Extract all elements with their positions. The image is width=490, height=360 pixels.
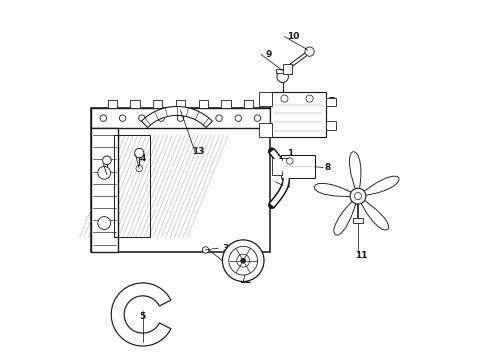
Circle shape <box>287 158 293 164</box>
Circle shape <box>100 115 107 121</box>
Circle shape <box>305 47 314 56</box>
Bar <box>91 128 118 252</box>
Circle shape <box>237 254 250 267</box>
Bar <box>353 218 364 223</box>
Circle shape <box>177 115 184 121</box>
Text: 2: 2 <box>107 163 114 172</box>
Circle shape <box>196 115 203 121</box>
Bar <box>259 92 272 107</box>
Text: 1: 1 <box>287 149 293 158</box>
Polygon shape <box>334 196 358 235</box>
Text: 11: 11 <box>355 251 368 260</box>
Text: 6: 6 <box>283 181 290 190</box>
Bar <box>283 64 292 74</box>
Circle shape <box>229 246 258 275</box>
Circle shape <box>350 188 366 204</box>
Polygon shape <box>358 196 389 230</box>
Bar <box>326 121 337 130</box>
Text: 5: 5 <box>140 312 146 321</box>
Circle shape <box>98 166 111 179</box>
Bar <box>176 100 185 108</box>
Circle shape <box>222 240 264 282</box>
Polygon shape <box>141 107 212 127</box>
Bar <box>108 100 117 108</box>
Circle shape <box>306 95 313 102</box>
Circle shape <box>104 172 110 177</box>
Circle shape <box>202 247 209 253</box>
Text: 12: 12 <box>239 276 251 285</box>
Bar <box>272 158 282 175</box>
Circle shape <box>216 115 222 121</box>
Text: 4: 4 <box>140 154 146 163</box>
Circle shape <box>254 115 261 121</box>
Text: 3: 3 <box>222 244 228 253</box>
Bar <box>153 100 162 108</box>
Circle shape <box>98 217 111 229</box>
Bar <box>91 108 270 252</box>
Text: 9: 9 <box>265 50 271 59</box>
Bar <box>130 100 140 108</box>
Circle shape <box>139 115 145 121</box>
Polygon shape <box>349 152 361 196</box>
Circle shape <box>135 148 144 158</box>
Circle shape <box>102 156 111 165</box>
Circle shape <box>235 115 242 121</box>
Text: 13: 13 <box>192 147 205 156</box>
Text: 7: 7 <box>328 96 334 105</box>
Polygon shape <box>314 183 358 197</box>
Circle shape <box>241 258 245 263</box>
Text: 8: 8 <box>324 163 331 172</box>
Polygon shape <box>111 283 171 346</box>
Circle shape <box>120 115 126 121</box>
Bar <box>114 135 150 237</box>
Bar <box>221 100 230 108</box>
FancyBboxPatch shape <box>270 92 326 137</box>
Bar <box>244 100 253 108</box>
Bar <box>276 69 289 73</box>
Bar <box>91 108 270 128</box>
Polygon shape <box>358 176 399 196</box>
Circle shape <box>136 165 143 172</box>
Text: 10: 10 <box>287 32 299 41</box>
Bar <box>326 98 337 107</box>
Circle shape <box>281 95 288 102</box>
Bar <box>198 100 208 108</box>
Circle shape <box>277 71 289 82</box>
Bar <box>259 123 272 137</box>
Circle shape <box>158 115 165 121</box>
FancyBboxPatch shape <box>281 155 315 178</box>
Circle shape <box>354 193 362 200</box>
